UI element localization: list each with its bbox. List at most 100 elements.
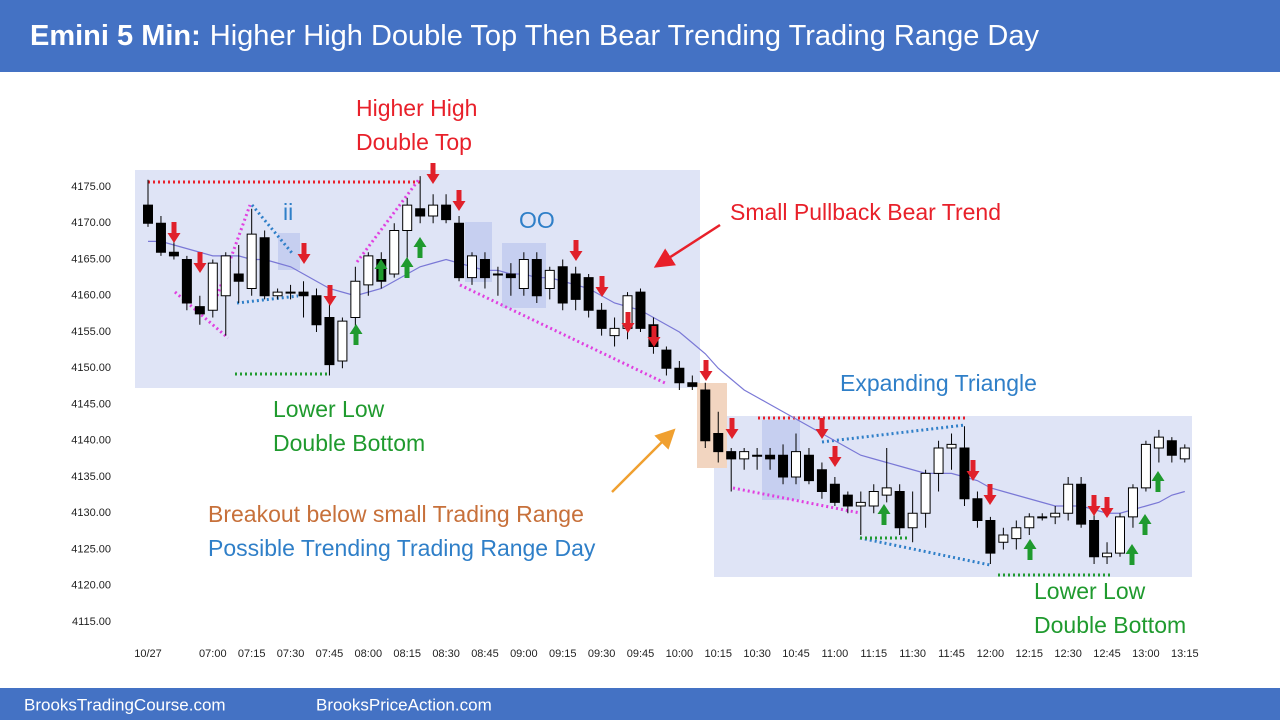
- sell-arrow: [1087, 495, 1101, 516]
- candle-body: [207, 262, 218, 311]
- x-tick-label: 08:15: [393, 648, 421, 660]
- sell-arrow: [452, 190, 466, 211]
- dotted-line: [732, 486, 861, 515]
- x-tick-label: 11:00: [822, 648, 849, 660]
- candle-body: [1179, 447, 1190, 460]
- candle-body: [428, 204, 439, 217]
- x-tick-label: 12:30: [1054, 648, 1082, 660]
- candle-body: [816, 469, 827, 492]
- candle-body: [998, 534, 1009, 543]
- footer-link: BrooksTradingCourse.com: [24, 695, 226, 714]
- y-tick-label: 4145.00: [71, 398, 111, 410]
- y-tick-label: 4125.00: [71, 543, 111, 555]
- sell-arrow: [595, 276, 609, 297]
- x-tick-label: 08:30: [432, 648, 460, 660]
- footer-link: BrooksPriceAction.com: [316, 695, 492, 714]
- candle-body: [907, 512, 918, 529]
- candle-body: [298, 291, 309, 297]
- candle-body: [959, 447, 970, 500]
- x-tick-label: 10:30: [743, 648, 771, 660]
- candle-body: [454, 222, 465, 279]
- candle-body: [739, 451, 750, 460]
- y-tick-label: 4115.00: [72, 616, 111, 628]
- sell-arrow: [1100, 497, 1114, 518]
- annotation: Lower Low: [1034, 578, 1146, 604]
- candle-body: [324, 317, 335, 366]
- candle-body: [1102, 552, 1113, 558]
- y-tick-label: 4175.00: [71, 181, 111, 193]
- candle-body: [441, 204, 452, 221]
- candle-body: [194, 306, 205, 315]
- candle-body: [881, 487, 892, 496]
- x-tick-label: 07:00: [199, 648, 227, 660]
- candle-body: [1153, 436, 1164, 449]
- candle-body: [609, 327, 620, 337]
- sell-arrow: [569, 240, 583, 261]
- buy-arrow: [1138, 514, 1152, 535]
- header-title: Emini 5 Min: Higher High Double Top Then …: [30, 20, 1039, 52]
- candle-body: [259, 237, 270, 297]
- dotted-line: [821, 423, 966, 444]
- candle-body: [531, 259, 542, 297]
- pointer-arrow: [653, 223, 721, 268]
- candle-body: [829, 483, 840, 503]
- x-tick-label: 07:15: [238, 648, 266, 660]
- candle-body: [1089, 520, 1100, 558]
- candle-body: [479, 259, 490, 279]
- sell-arrow: [828, 446, 842, 467]
- candle-body: [1011, 527, 1022, 540]
- x-tick-label: 10:45: [782, 648, 810, 660]
- annotation: Breakout below small Trading Range: [208, 501, 584, 527]
- x-tick-label: 11:15: [860, 648, 887, 660]
- candle-body: [415, 208, 426, 217]
- highlight-box: [278, 233, 300, 270]
- x-tick-label: 09:00: [510, 648, 538, 660]
- header-bar: [0, 0, 1280, 72]
- footer-bar: [0, 688, 1280, 720]
- candle-body: [752, 454, 763, 457]
- dotted-line: [236, 294, 299, 305]
- annotation: Double Top: [356, 129, 472, 155]
- annotation: ii: [283, 199, 293, 225]
- sell-arrow: [725, 418, 739, 439]
- candle-body: [933, 447, 944, 474]
- sell-arrow: [647, 326, 661, 347]
- y-tick-label: 4135.00: [71, 471, 111, 483]
- candle-body: [570, 273, 581, 300]
- buy-arrow: [400, 257, 414, 278]
- annotation: Small Pullback Bear Trend: [730, 199, 1001, 225]
- candle-body: [803, 454, 814, 482]
- candle-body: [855, 501, 866, 507]
- candle-body: [842, 494, 853, 507]
- candle-body: [985, 520, 996, 554]
- annotation: Expanding Triangle: [840, 370, 1037, 396]
- candle-body: [168, 251, 179, 257]
- dotted-line: [210, 204, 252, 311]
- x-tick-label: 09:45: [627, 648, 655, 660]
- candle-body: [778, 454, 789, 478]
- x-tick-label: 10:00: [666, 648, 694, 660]
- x-tick-label: 09:15: [549, 648, 577, 660]
- y-tick-label: 4120.00: [71, 580, 111, 592]
- y-tick-label: 4155.00: [71, 326, 111, 338]
- candle-body: [492, 273, 503, 276]
- candle-body: [518, 259, 529, 289]
- x-tick-label: 13:00: [1132, 648, 1160, 660]
- candle-body: [544, 269, 555, 289]
- x-tick-label: 08:00: [355, 648, 383, 660]
- candle-body: [635, 291, 646, 329]
- sell-arrow: [699, 360, 713, 381]
- sell-arrow: [167, 222, 181, 243]
- x-tick-label: 07:45: [316, 648, 344, 660]
- buy-arrow: [1151, 471, 1165, 492]
- x-tick-label: 11:30: [899, 648, 926, 660]
- title: Higher High Double Top Then Bear Trendin…: [210, 20, 1040, 52]
- candle-body: [143, 204, 153, 224]
- annotation: OO: [519, 207, 555, 233]
- candle-body: [246, 233, 257, 289]
- candle-body: [920, 472, 931, 514]
- candle-body: [1127, 487, 1138, 518]
- moving-average: [148, 240, 1185, 514]
